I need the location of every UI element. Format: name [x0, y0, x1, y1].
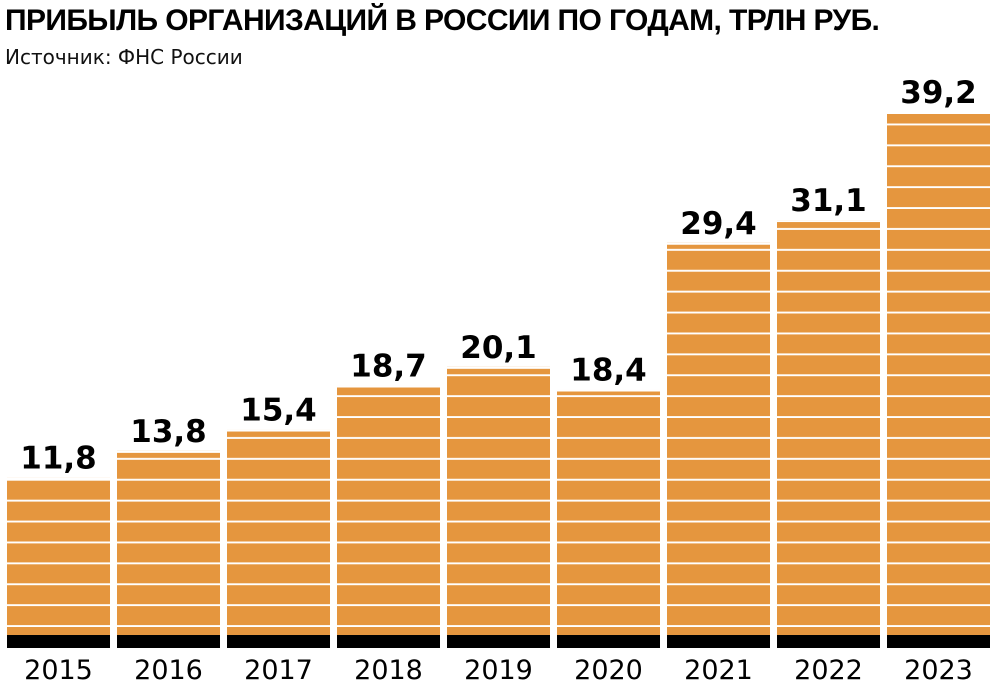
value-labels-layer: 11,8 13,8 15,4 18,7 20,1 18,4 29,4 31,1 39,2 — [20, 75, 977, 477]
value-label-2017: 15,4 — [240, 393, 317, 429]
bar-2018 — [337, 385, 440, 635]
bar-top-line-2023 — [887, 112, 990, 114]
bar-base-2015 — [7, 635, 110, 648]
year-label-2020: 2020 — [574, 655, 643, 683]
bar-top-line-2015 — [7, 477, 110, 480]
value-label-2015: 11,8 — [20, 441, 97, 477]
bar-base-2022 — [777, 635, 880, 648]
year-label-2017: 2017 — [244, 655, 313, 683]
bars-layer — [7, 112, 990, 648]
bar-top-line-2018 — [337, 385, 440, 388]
bar-2022 — [777, 220, 880, 635]
year-label-2016: 2016 — [134, 655, 203, 683]
year-label-2022: 2022 — [794, 655, 863, 683]
bar-2020 — [557, 389, 660, 635]
bar-base-2018 — [337, 635, 440, 648]
value-label-2016: 13,8 — [130, 414, 207, 450]
value-label-2021: 29,4 — [680, 206, 757, 242]
bar-2015 — [7, 477, 110, 635]
bar-2023 — [887, 112, 990, 635]
chart-title: ПРИБЫЛЬ ОРГАНИЗАЦИЙ В РОССИИ ПО ГОДАМ, Т… — [5, 4, 880, 37]
value-label-2020: 18,4 — [570, 353, 647, 389]
bar-2021 — [667, 242, 770, 635]
year-label-2015: 2015 — [24, 655, 93, 683]
bar-base-2021 — [667, 635, 770, 648]
bar-top-line-2021 — [667, 242, 770, 245]
bar-top-line-2016 — [117, 450, 220, 453]
bar-2017 — [227, 429, 330, 635]
bar-top-line-2017 — [227, 429, 330, 432]
bar-top-line-2022 — [777, 220, 880, 223]
year-label-2021: 2021 — [684, 655, 753, 683]
year-label-2019: 2019 — [464, 655, 533, 683]
bar-base-2017 — [227, 635, 330, 648]
bar-top-line-2019 — [447, 366, 550, 369]
value-label-2018: 18,7 — [350, 349, 427, 385]
bar-base-2016 — [117, 635, 220, 648]
year-label-2018: 2018 — [354, 655, 423, 683]
bar-base-2020 — [557, 635, 660, 648]
bar-top-line-2020 — [557, 389, 660, 392]
value-label-2019: 20,1 — [460, 330, 537, 366]
year-labels-layer: 2015 2016 2017 2018 2019 2020 2021 2022 2023 — [24, 655, 973, 683]
bar-2019 — [447, 366, 550, 635]
chart-source: Источник: ФНС России — [5, 45, 243, 69]
year-label-2023: 2023 — [904, 655, 973, 683]
bar-base-2023 — [887, 635, 990, 648]
bar-2016 — [117, 450, 220, 635]
bar-base-2019 — [447, 635, 550, 648]
value-label-2023: 39,2 — [900, 75, 977, 111]
value-label-2022: 31,1 — [790, 183, 867, 219]
